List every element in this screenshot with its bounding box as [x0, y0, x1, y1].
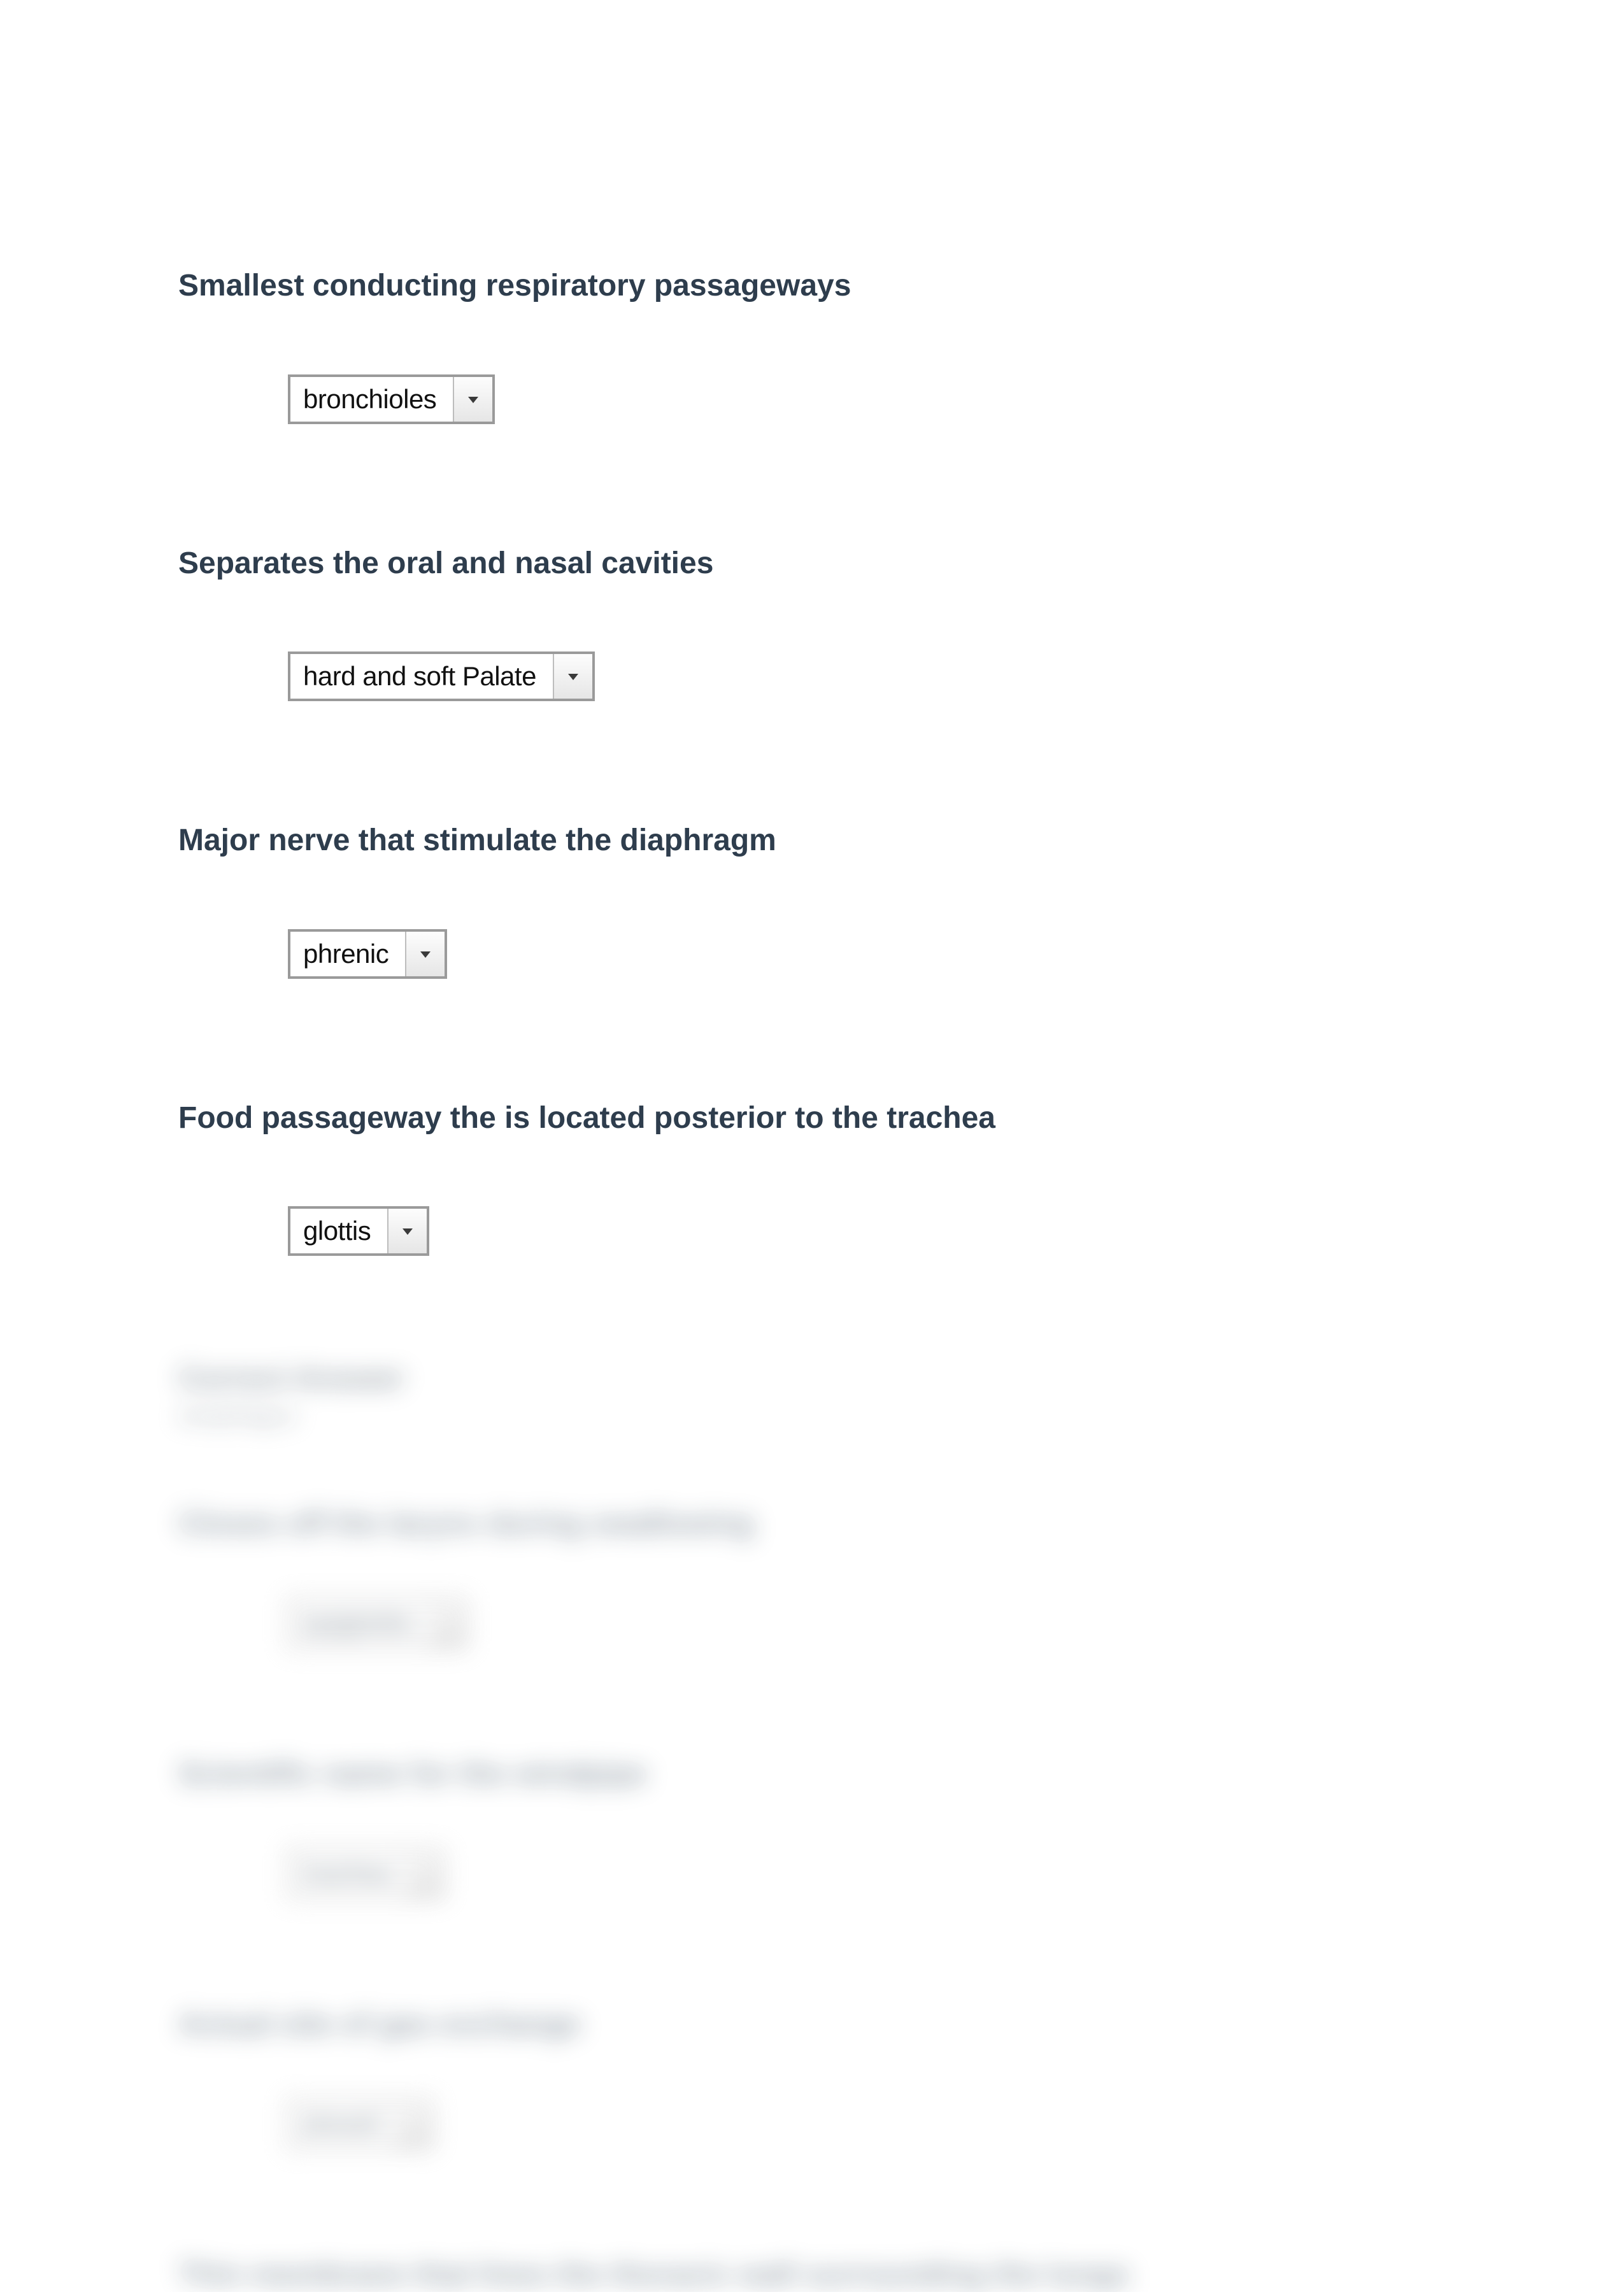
locked-content-region: Correct Answer esophagus Closes off the …	[178, 1361, 1446, 2292]
locked-dropdown-container: trachea	[178, 1849, 1446, 1898]
locked-dropdown-value: alveoli	[290, 2102, 395, 2146]
locked-question-block: Scientific name for the windpipe trachea	[178, 1756, 1446, 1898]
locked-dropdown-value: epiglottis	[290, 1601, 429, 1646]
document-page: Smallest conducting respiratory passagew…	[0, 0, 1624, 2102]
question-prompt: Major nerve that stimulate the diaphragm	[178, 822, 1446, 859]
locked-dropdown-value: trachea	[290, 1851, 406, 1896]
locked-heading: Correct Answer	[178, 1361, 1446, 1396]
locked-answer-dropdown: trachea	[288, 1849, 443, 1898]
chevron-down-icon[interactable]	[453, 377, 492, 422]
chevron-down-icon	[406, 1851, 441, 1896]
locked-question-prompt: Scientific name for the windpipe	[178, 1756, 1446, 1791]
locked-question-block: Closes off the larynx during swallowing …	[178, 1506, 1446, 1648]
locked-answer-dropdown: epiglottis	[288, 1598, 466, 1648]
dropdown-container: bronchioles	[178, 374, 1446, 424]
question-block: Separates the oral and nasal cavities ha…	[178, 545, 1446, 702]
dropdown-selected-value: phrenic	[290, 932, 405, 976]
question-block: Major nerve that stimulate the diaphragm…	[178, 822, 1446, 979]
chevron-down-icon	[395, 2102, 430, 2146]
question-prompt: Smallest conducting respiratory passagew…	[178, 267, 1446, 304]
locked-dropdown-container: alveoli	[178, 2099, 1446, 2149]
locked-subtext: esophagus	[178, 1402, 1446, 1430]
dropdown-container: glottis	[178, 1206, 1446, 1256]
locked-question-prompt: Actual site of gas exchange	[178, 2007, 1446, 2042]
dropdown-selected-value: hard and soft Palate	[290, 654, 553, 699]
question-block: Smallest conducting respiratory passagew…	[178, 267, 1446, 424]
locked-question-prompt: Thin membrane that lines the thoracic wa…	[178, 2257, 1446, 2292]
chevron-down-icon[interactable]	[553, 654, 592, 699]
answer-dropdown[interactable]: hard and soft Palate	[288, 651, 595, 701]
question-block: Food passageway the is located posterior…	[178, 1100, 1446, 1256]
dropdown-selected-value: bronchioles	[290, 377, 453, 422]
answer-dropdown[interactable]: phrenic	[288, 929, 447, 979]
locked-dropdown-container: epiglottis	[178, 1598, 1446, 1648]
answer-dropdown[interactable]: glottis	[288, 1206, 429, 1256]
locked-question-prompt: Closes off the larynx during swallowing	[178, 1506, 1446, 1541]
question-prompt: Separates the oral and nasal cavities	[178, 545, 1446, 582]
chevron-down-icon[interactable]	[405, 932, 445, 976]
locked-question-block: Actual site of gas exchange alveoli	[178, 2007, 1446, 2149]
question-prompt: Food passageway the is located posterior…	[178, 1100, 1446, 1137]
dropdown-container: phrenic	[178, 929, 1446, 979]
dropdown-container: hard and soft Palate	[178, 651, 1446, 701]
answer-dropdown[interactable]: bronchioles	[288, 374, 495, 424]
dropdown-selected-value: glottis	[290, 1209, 387, 1253]
locked-answer-dropdown: alveoli	[288, 2099, 432, 2149]
chevron-down-icon[interactable]	[387, 1209, 427, 1253]
chevron-down-icon	[429, 1601, 464, 1646]
